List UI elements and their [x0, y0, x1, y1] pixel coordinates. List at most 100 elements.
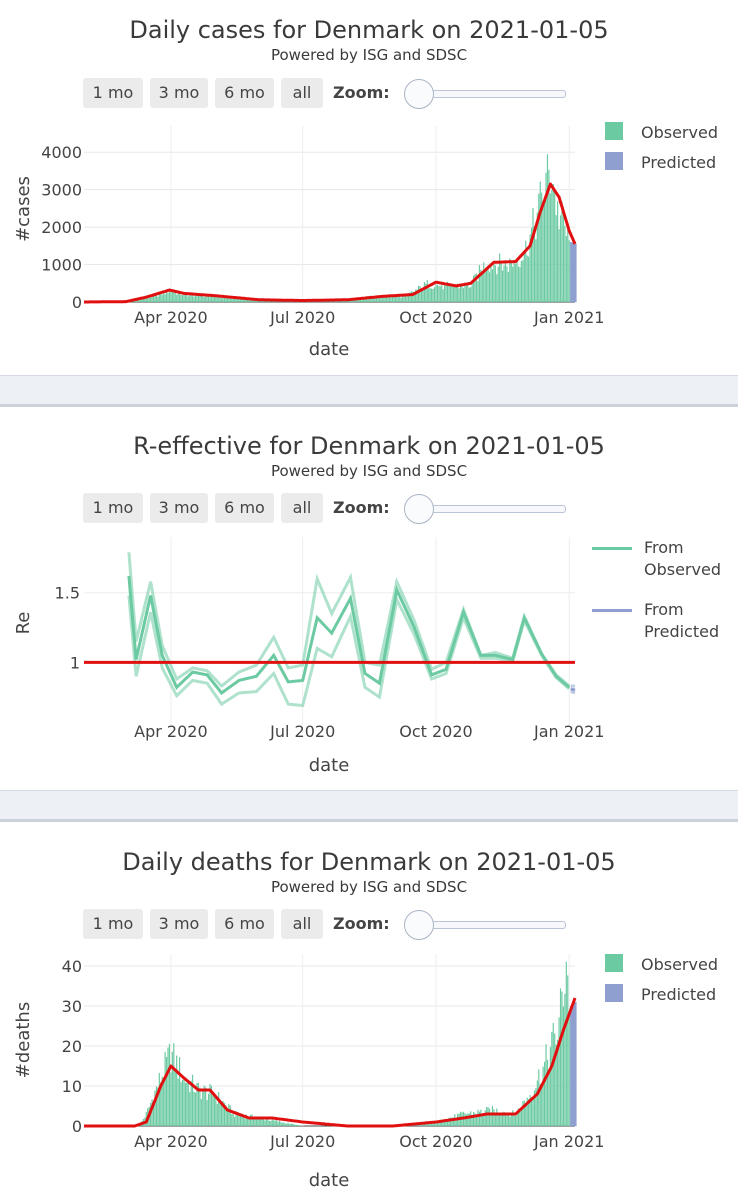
observed-bar	[296, 1124, 298, 1126]
range-1mo-button[interactable]: 1 mo	[83, 493, 143, 523]
zoom-slider-handle[interactable]	[404, 79, 434, 109]
legend-label: Observed	[641, 955, 718, 974]
observed-bar	[177, 1078, 179, 1126]
observed-bar	[374, 297, 376, 302]
observed-bar	[558, 229, 560, 302]
observed-bar	[461, 286, 463, 302]
range-1mo-button[interactable]: 1 mo	[83, 909, 143, 939]
observed-bar	[381, 294, 383, 302]
observed-bar	[206, 296, 208, 302]
observed-bar	[523, 1100, 525, 1126]
legend-item-from-predicted[interactable]: From Predicted	[592, 599, 732, 643]
observed-bar	[549, 1046, 551, 1126]
range-all-button[interactable]: all	[281, 78, 323, 108]
observed-bar	[255, 1117, 257, 1126]
observed-bar	[168, 291, 171, 302]
observed-bar	[219, 1102, 221, 1126]
observed-bar	[178, 291, 181, 302]
observed-bar	[486, 1107, 488, 1126]
zoom-slider-handle[interactable]	[404, 910, 434, 940]
observed-bar	[439, 286, 441, 302]
observed-bar	[228, 297, 230, 302]
y-tick-label: 20	[62, 1037, 82, 1056]
observed-bar	[431, 288, 433, 302]
observed-bar	[415, 289, 417, 302]
observed-bar	[442, 289, 444, 302]
range-1mo-button[interactable]: 1 mo	[83, 78, 143, 108]
panel-separator	[0, 375, 738, 407]
observed-bar	[494, 1113, 496, 1126]
observed-bar	[260, 1117, 262, 1126]
observed-bar	[205, 294, 207, 302]
legend-item-from-observed[interactable]: From Observed	[592, 537, 732, 581]
range-3mo-button[interactable]: 3 mo	[150, 78, 208, 108]
observed-bar	[457, 283, 459, 302]
legend-label: Observed	[641, 123, 718, 142]
observed-bar	[422, 288, 424, 302]
observed-bar	[493, 264, 495, 302]
legend-item-observed[interactable]: Observed	[605, 122, 718, 144]
observed-bar	[394, 295, 396, 302]
observed-bar	[433, 1122, 436, 1126]
range-3mo-button[interactable]: 3 mo	[150, 909, 208, 939]
observed-bar	[517, 1108, 520, 1126]
observed-bar	[267, 1119, 269, 1126]
predicted-bar	[570, 1006, 573, 1126]
range-6mo-button[interactable]: 6 mo	[215, 78, 274, 108]
x-axis-title: date	[309, 339, 350, 360]
observed-bar	[557, 1039, 559, 1126]
range-all-button[interactable]: all	[281, 909, 323, 939]
observed-bar	[558, 1017, 560, 1126]
cases-panel: Daily cases for Denmark on 2021-01-05 Po…	[0, 0, 738, 375]
observed-bar	[475, 1114, 478, 1126]
observed-bar	[393, 296, 395, 302]
observed-bar	[171, 1051, 173, 1126]
range-all-button[interactable]: all	[281, 493, 323, 523]
observed-bar	[144, 298, 146, 302]
observed-bar	[249, 1114, 252, 1126]
observed-bar	[501, 270, 504, 302]
observed-bar	[538, 193, 540, 302]
observed-bar	[541, 1085, 543, 1126]
observed-bar	[399, 295, 401, 302]
observed-bar	[147, 297, 149, 302]
observed-bar	[557, 201, 559, 302]
observed-bar	[499, 253, 501, 302]
chart-title: Daily deaths for Denmark on 2021-01-05	[122, 848, 616, 876]
observed-bar	[516, 1112, 518, 1126]
observed-bar	[507, 1113, 509, 1126]
legend-item-predicted[interactable]: Predicted	[605, 152, 718, 174]
predicted-bar	[572, 1003, 576, 1126]
observed-bar	[538, 1069, 540, 1126]
fit-line	[83, 997, 577, 1128]
observed-bar	[216, 294, 218, 302]
observed-bar	[244, 1118, 246, 1126]
observed-bar	[151, 295, 153, 302]
range-3mo-button[interactable]: 3 mo	[150, 493, 208, 523]
chart-subtitle: Powered by ISG and SDSC	[270, 46, 468, 64]
range-6mo-button[interactable]: 6 mo	[215, 493, 274, 523]
legend-item-observed[interactable]: Observed	[605, 954, 718, 976]
zoom-slider-handle[interactable]	[404, 494, 434, 524]
observed-bar	[441, 1121, 443, 1126]
y-axis-title: #cases	[13, 176, 34, 242]
observed-bar	[491, 1105, 494, 1126]
observed-bar	[168, 1043, 171, 1126]
observed-bar	[212, 1093, 214, 1126]
observed-bar	[506, 1112, 508, 1126]
observed-bar	[448, 283, 450, 302]
observed-bar	[564, 993, 566, 1126]
observed-bar	[507, 271, 509, 302]
observed-bar	[190, 1080, 192, 1126]
legend-item-predicted[interactable]: Predicted	[605, 984, 718, 1006]
observed-bar	[497, 1113, 499, 1126]
observed-bar	[554, 189, 556, 302]
observed-bar	[528, 256, 530, 302]
observed-bar	[174, 1071, 176, 1126]
observed-bar	[491, 269, 494, 302]
range-6mo-button[interactable]: 6 mo	[215, 909, 274, 939]
observed-bar	[154, 294, 156, 302]
observed-bar	[520, 1109, 523, 1126]
observed-bar	[477, 281, 479, 302]
y-tick-label: 30	[62, 997, 82, 1016]
